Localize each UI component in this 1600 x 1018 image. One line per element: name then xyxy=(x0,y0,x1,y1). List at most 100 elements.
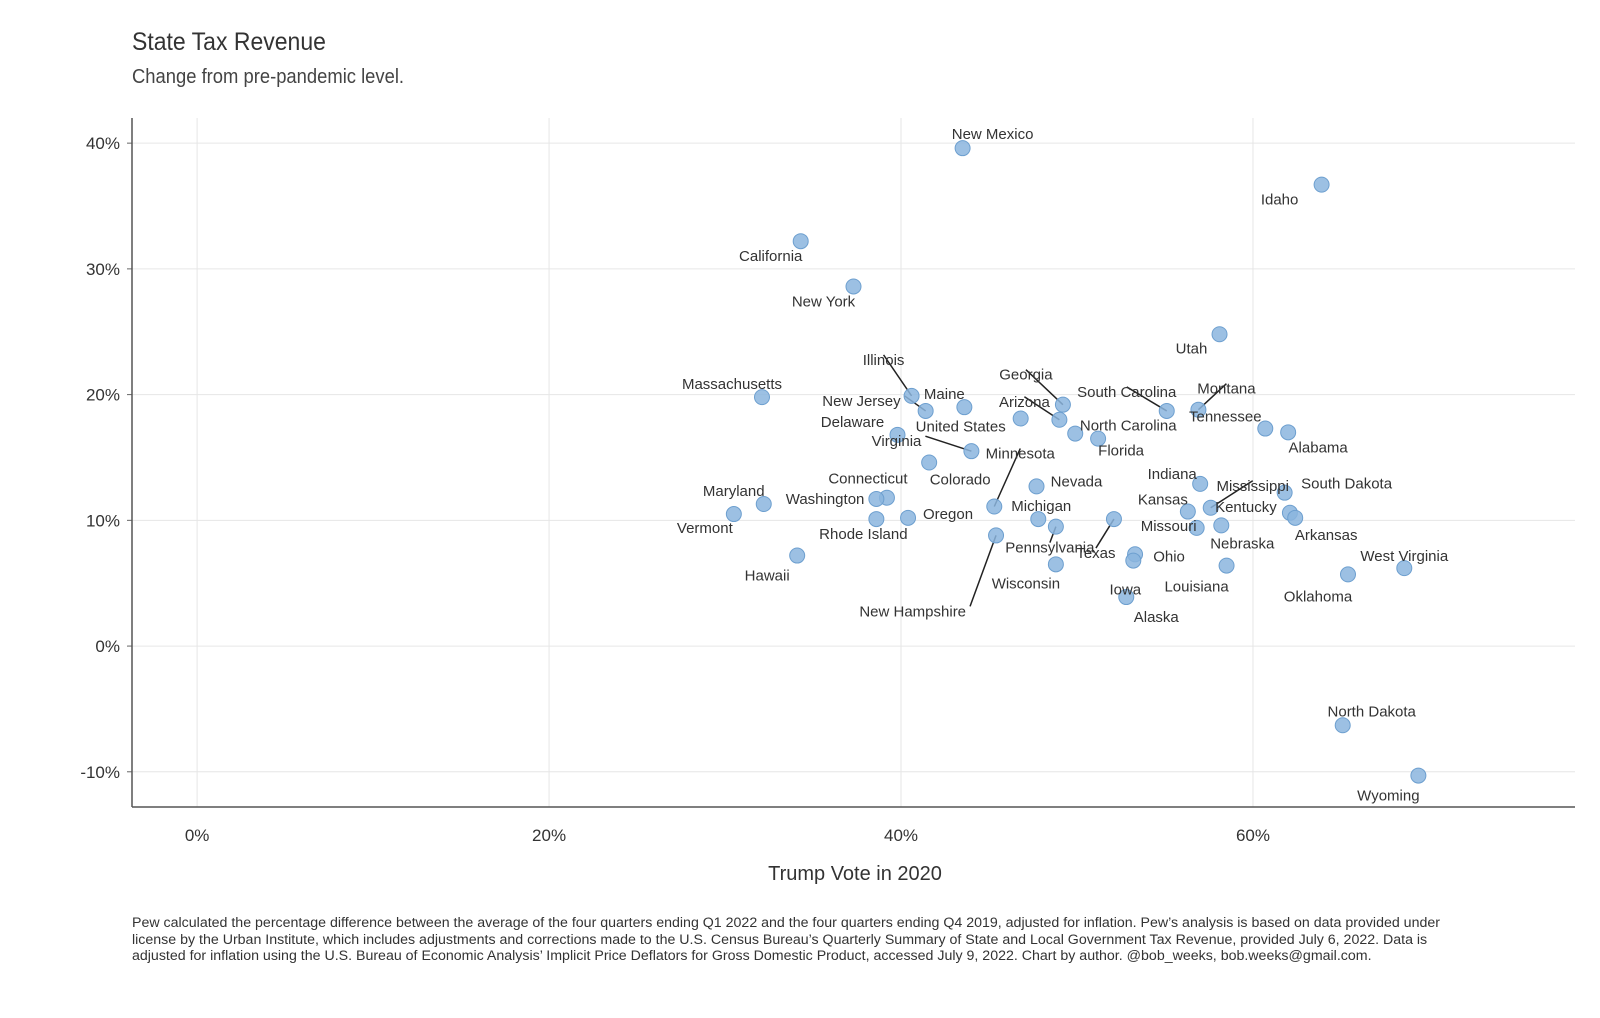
point-label-california: California xyxy=(739,248,803,265)
point-colorado xyxy=(921,454,938,471)
point-delaware xyxy=(889,426,906,443)
point-label-ohio: Ohio xyxy=(1153,548,1185,565)
point-label-massachusetts: Massachusetts xyxy=(682,376,782,393)
point-south-dakota xyxy=(1276,484,1293,501)
point-label-south-dakota: South Dakota xyxy=(1301,476,1393,493)
point-montana xyxy=(1190,401,1207,418)
point-indiana xyxy=(1192,475,1209,492)
point-label-south-carolina: South Carolina xyxy=(1077,384,1177,401)
point-vermont xyxy=(725,506,742,523)
point-label-wyoming: Wyoming xyxy=(1357,788,1419,805)
point-west-virginia xyxy=(1396,560,1413,577)
point-arkansas xyxy=(1287,509,1304,526)
point-label-vermont: Vermont xyxy=(677,520,734,537)
point-label-maine: Maine xyxy=(924,386,965,403)
point-label-louisiana: Louisiana xyxy=(1164,579,1229,596)
point-label-west-virginia: West Virginia xyxy=(1360,548,1448,565)
point-texas xyxy=(1105,511,1122,528)
point-label-kentucky: Kentucky xyxy=(1215,499,1277,516)
point-label-georgia: Georgia xyxy=(999,367,1053,384)
point-label-arizona: Arizona xyxy=(999,394,1051,411)
point-label-michigan: Michigan xyxy=(1011,498,1071,515)
point-missouri xyxy=(1188,519,1205,536)
point-washington xyxy=(868,490,885,507)
point-label-oklahoma: Oklahoma xyxy=(1284,588,1353,605)
point-virginia xyxy=(963,443,980,460)
point-label-tennessee: Tennessee xyxy=(1189,409,1262,426)
x-tick-label: 40% xyxy=(884,826,918,845)
point-label-rhode-island: Rhode Island xyxy=(819,526,907,543)
point-label-texas: Texas xyxy=(1076,545,1115,562)
point-label-montana: Montana xyxy=(1197,381,1256,398)
y-tick-label: 0% xyxy=(95,637,120,656)
point-label-iowa: Iowa xyxy=(1109,582,1141,599)
y-tick-label: -10% xyxy=(80,763,120,782)
point-oregon xyxy=(900,509,917,526)
point-oklahoma xyxy=(1339,566,1356,583)
point-louisiana xyxy=(1218,557,1235,574)
grid-lines xyxy=(132,118,1575,807)
point-label-mississippi: Mississippi xyxy=(1216,478,1289,495)
point-minnesota xyxy=(986,498,1003,515)
point-alaska xyxy=(1118,589,1135,606)
x-tick-label: 60% xyxy=(1236,826,1270,845)
point-maine xyxy=(956,399,973,416)
point-label-new-mexico: New Mexico xyxy=(952,126,1034,143)
point-alabama xyxy=(1280,424,1297,441)
point-label-hawaii: Hawaii xyxy=(745,568,790,585)
point-massachusetts xyxy=(753,389,770,406)
point-label-oregon: Oregon xyxy=(923,506,973,523)
point-label-alabama: Alabama xyxy=(1289,439,1349,456)
point-label-indiana: Indiana xyxy=(1148,466,1198,483)
point-north-dakota xyxy=(1334,717,1351,734)
point-label-florida: Florida xyxy=(1098,443,1145,460)
data-points xyxy=(725,140,1427,784)
point-wyoming xyxy=(1410,767,1427,784)
point-label-minnesota: Minnesota xyxy=(986,446,1056,463)
point-label-kansas: Kansas xyxy=(1138,492,1188,509)
point-south-carolina xyxy=(1158,402,1175,419)
point-label-virginia: Virginia xyxy=(872,433,922,450)
y-tick-label: 30% xyxy=(86,260,120,279)
point-michigan xyxy=(1030,511,1047,528)
point-utah xyxy=(1211,326,1228,343)
y-tick-label: 20% xyxy=(86,386,120,405)
point-label-pennsylvania: Pennsylvania xyxy=(1005,540,1095,557)
leader-line xyxy=(925,435,972,452)
point-united-states xyxy=(1012,410,1029,427)
leader-line xyxy=(969,535,997,607)
point-illinois xyxy=(903,387,920,404)
point-label-new-york: New York xyxy=(792,293,856,310)
point-hawaii xyxy=(789,547,806,564)
point-pennsylvania xyxy=(1047,518,1064,535)
x-axis-title: Trump Vote in 2020 xyxy=(768,863,942,885)
point-label-maryland: Maryland xyxy=(703,483,765,500)
point-labels: New Mexico Idaho California New York Utah Ill… xyxy=(677,126,1449,804)
point-label-north-carolina: North Carolina xyxy=(1080,418,1177,435)
leader-line xyxy=(1025,369,1064,406)
point-label-alaska: Alaska xyxy=(1134,609,1180,626)
point-new-jersey xyxy=(917,402,934,419)
point-label-utah: Utah xyxy=(1176,340,1208,357)
point-label-idaho: Idaho xyxy=(1261,192,1299,209)
point-new-york xyxy=(845,278,862,295)
point-wisconsin xyxy=(1047,556,1064,573)
y-tick-label: 40% xyxy=(86,134,120,153)
point-new-hampshire xyxy=(988,527,1005,544)
point-idaho xyxy=(1313,176,1330,193)
point-kansas xyxy=(1179,503,1196,520)
leader-line xyxy=(1210,480,1254,509)
point-north-carolina xyxy=(1067,425,1084,442)
y-tick-label: 10% xyxy=(86,511,120,530)
point-florida xyxy=(1090,430,1107,447)
scatter-chart: -10% 0% 10% 20% 30% 40% 0% 20% 40% 60% New Mexico… xyxy=(80,118,1575,885)
leader-line xyxy=(882,354,913,397)
point-label-connecticut: Connecticut xyxy=(828,471,908,488)
x-tick-label: 20% xyxy=(532,826,566,845)
point-label-wisconsin: Wisconsin xyxy=(992,575,1060,592)
point-label-new-jersey: New Jersey xyxy=(822,393,901,410)
point-maryland xyxy=(755,495,772,512)
point-tennessee xyxy=(1257,420,1274,437)
point-label-missouri: Missouri xyxy=(1141,518,1197,535)
point-label-north-dakota: North Dakota xyxy=(1328,703,1417,720)
